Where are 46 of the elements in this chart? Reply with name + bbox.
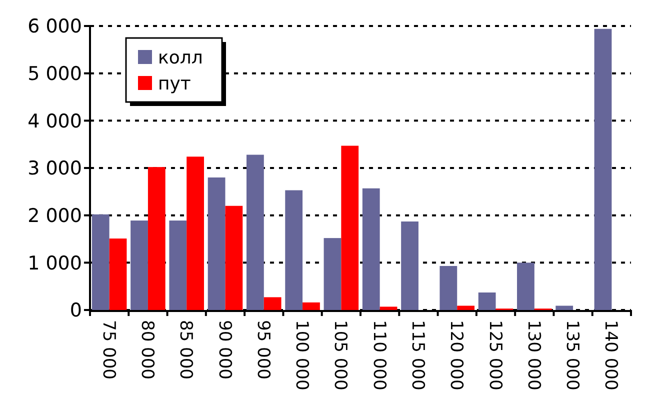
bar — [440, 266, 458, 310]
y-tick-label: 0 — [70, 300, 82, 322]
bar — [324, 238, 342, 310]
y-tick-label: 2 000 — [28, 204, 82, 227]
x-tick-label: 85 000 — [176, 320, 196, 380]
y-tick-label: 6 000 — [28, 16, 82, 38]
bar — [556, 306, 574, 310]
bar — [362, 188, 380, 310]
bar — [92, 214, 110, 310]
bar — [478, 292, 496, 310]
x-tick-label: 125 000 — [484, 320, 505, 390]
legend-label: колл — [158, 47, 203, 68]
bar — [109, 238, 127, 310]
x-tick-label: 135 000 — [562, 320, 582, 390]
y-tick-label: 4 000 — [28, 110, 82, 132]
bar — [594, 28, 612, 310]
x-tick-label: 75 000 — [98, 320, 118, 380]
bar — [169, 220, 187, 310]
x-tick-label: 90 000 — [214, 320, 234, 380]
bar — [264, 297, 282, 310]
legend-label: пут — [158, 73, 191, 94]
y-tick-label: 1 000 — [28, 252, 82, 274]
bar — [208, 177, 226, 310]
bar — [285, 190, 303, 310]
y-tick-label: 5 000 — [28, 62, 82, 85]
bar — [341, 146, 359, 310]
bar — [457, 306, 474, 310]
bar — [148, 167, 166, 310]
x-tick-label: 80 000 — [137, 320, 158, 380]
y-tick-label: 3 000 — [28, 158, 82, 180]
bar — [302, 302, 320, 310]
x-tick-label: 95 000 — [252, 320, 273, 380]
bar — [186, 156, 204, 310]
x-tick-label: 100 000 — [292, 320, 312, 390]
bar — [401, 221, 418, 310]
x-tick-label: 115 000 — [408, 320, 428, 390]
x-tick-label: 130 000 — [523, 320, 544, 390]
bar — [130, 220, 148, 310]
x-tick-label: 105 000 — [330, 320, 350, 390]
bar — [517, 262, 534, 310]
bar — [246, 154, 264, 310]
bar — [380, 306, 398, 310]
x-tick-label: 120 000 — [446, 320, 466, 390]
x-tick-label: 140 000 — [600, 320, 621, 390]
x-tick-label: 110 000 — [368, 320, 389, 390]
bar — [225, 206, 243, 310]
